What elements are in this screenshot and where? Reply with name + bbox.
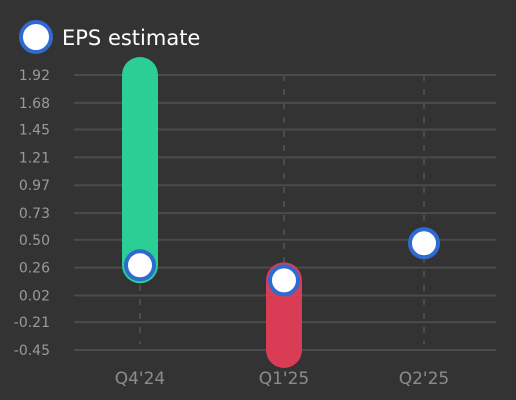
y-tick-label-7: 0.26 [19, 261, 50, 277]
y-tick-label-4: 0.97 [19, 178, 50, 194]
x-tick-label-1: Q1'25 [259, 369, 310, 389]
estimate-point-1[interactable] [268, 264, 300, 297]
y-tick-label-1: 1.68 [19, 96, 50, 112]
y-tick-label-3: 1.21 [19, 150, 50, 166]
legend-marker [19, 20, 53, 54]
legend-label: EPS estimate [62, 26, 200, 50]
y-tick-label-6: 0.50 [19, 233, 50, 249]
eps-bar-0[interactable] [122, 57, 158, 284]
y-axis: 1.92 1.68 1.45 1.21 0.97 0.73 0.50 0.26 0.02 -0.2… [14, 68, 50, 359]
x-tick-label-2: Q2'25 [399, 369, 450, 389]
y-tick-label-8: 0.02 [19, 288, 50, 304]
x-tick-label-0: Q4'24 [115, 369, 166, 389]
y-tick-label-2: 1.45 [19, 123, 50, 139]
y-tick-label-10: -0.45 [14, 343, 50, 359]
estimate-point-0[interactable] [124, 249, 156, 282]
y-tick-label-5: 0.73 [19, 206, 50, 222]
estimate-point-2[interactable] [408, 227, 440, 260]
y-tick-label-9: -0.21 [14, 315, 50, 331]
estimate-points [124, 227, 440, 297]
y-tick-label-0: 1.92 [19, 68, 50, 84]
legend[interactable]: EPS estimate [19, 20, 200, 54]
x-axis: Q4'24 Q1'25 Q2'25 [115, 369, 450, 389]
